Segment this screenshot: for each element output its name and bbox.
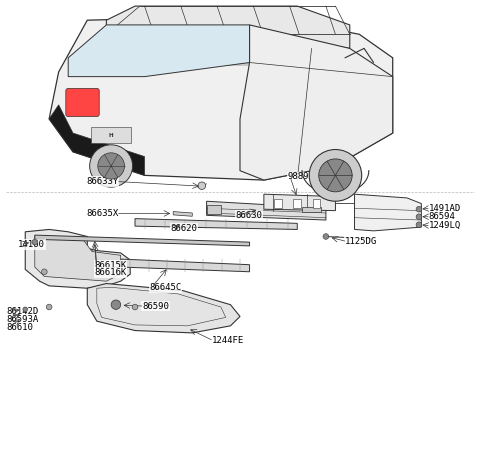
Circle shape (198, 182, 205, 190)
Text: 1249LQ: 1249LQ (429, 221, 461, 230)
Polygon shape (135, 219, 297, 229)
Text: 86593A: 86593A (6, 315, 38, 324)
Text: 86615K: 86615K (95, 261, 127, 270)
Bar (312, 199, 320, 208)
Polygon shape (173, 211, 192, 216)
Circle shape (416, 214, 422, 219)
Circle shape (90, 145, 132, 187)
Text: 14160: 14160 (18, 240, 45, 249)
Circle shape (416, 222, 422, 228)
Circle shape (309, 149, 362, 201)
Polygon shape (49, 105, 144, 175)
FancyBboxPatch shape (91, 127, 131, 143)
Polygon shape (35, 236, 120, 281)
Polygon shape (87, 283, 240, 333)
Polygon shape (264, 194, 336, 210)
Circle shape (41, 269, 47, 275)
Text: 86630: 86630 (235, 211, 262, 220)
Text: 86633Y: 86633Y (86, 177, 118, 186)
Polygon shape (120, 259, 250, 272)
Polygon shape (49, 16, 393, 180)
Polygon shape (206, 201, 326, 220)
Text: 1244FE: 1244FE (211, 336, 244, 345)
FancyBboxPatch shape (66, 88, 99, 116)
Text: 86635X: 86635X (86, 209, 118, 218)
Text: 86142D: 86142D (6, 307, 38, 316)
Polygon shape (68, 25, 250, 77)
Circle shape (416, 206, 422, 212)
Text: 86610: 86610 (6, 323, 33, 332)
Text: 86620: 86620 (171, 224, 198, 233)
Text: 98890: 98890 (288, 172, 314, 181)
Circle shape (32, 239, 37, 245)
Circle shape (46, 304, 52, 310)
Text: H: H (109, 133, 113, 138)
Text: 1125DG: 1125DG (345, 237, 377, 246)
Polygon shape (240, 25, 393, 180)
Circle shape (319, 159, 352, 192)
Text: 86645C: 86645C (149, 283, 181, 292)
Text: 86594: 86594 (429, 212, 456, 221)
Circle shape (111, 300, 120, 309)
Text: 86590: 86590 (142, 302, 169, 311)
Text: 86616K: 86616K (95, 268, 127, 277)
Bar (206, 204, 221, 214)
Polygon shape (355, 194, 421, 231)
Circle shape (323, 234, 329, 239)
Bar (302, 207, 321, 211)
Circle shape (132, 304, 138, 310)
Polygon shape (107, 6, 350, 48)
Polygon shape (25, 229, 130, 288)
Circle shape (98, 153, 124, 179)
Bar (293, 199, 301, 208)
Circle shape (23, 307, 28, 312)
Text: 1491AD: 1491AD (429, 204, 461, 213)
Bar (275, 199, 282, 208)
Polygon shape (35, 235, 250, 246)
